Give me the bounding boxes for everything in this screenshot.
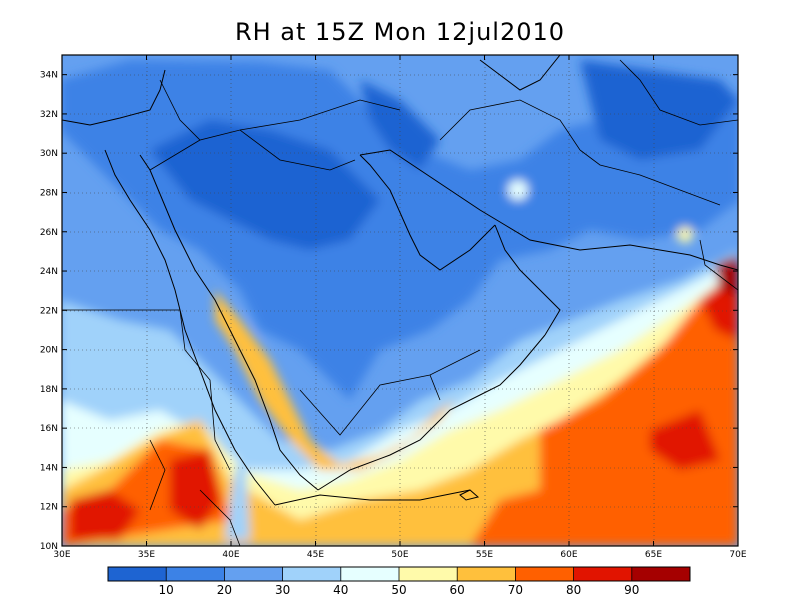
colorbar: 10 20 30 40 50 60 70 80 90 xyxy=(107,566,691,597)
gridlines xyxy=(62,55,738,546)
colorbar-label: 20 xyxy=(217,583,232,597)
lon-tick-label: 65E xyxy=(645,550,662,560)
rh-highland-dry xyxy=(225,450,250,540)
persian-gulf-coast xyxy=(359,154,496,271)
coastlines xyxy=(62,55,738,506)
gulf-of-aden-coast xyxy=(317,334,546,491)
colorbar-label: 90 xyxy=(624,583,639,597)
lat-tick-label: 10N xyxy=(40,542,58,552)
colorbar-swatch xyxy=(282,567,342,581)
colorbar-label: 60 xyxy=(450,583,465,597)
colorbar-swatch xyxy=(631,567,691,581)
colorbar-swatch xyxy=(166,567,225,581)
lat-tick-label: 32N xyxy=(40,110,58,120)
chart-title: RH at 15Z Mon 12jul2010 xyxy=(234,18,566,46)
lat-tick-label: 24N xyxy=(40,267,58,277)
rh-band-70-80 xyxy=(62,270,738,546)
somali-coast xyxy=(274,489,471,506)
rh-dry-spot xyxy=(508,180,528,200)
lon-tick-label: 70E xyxy=(729,550,746,560)
lat-tick-label: 14N xyxy=(40,463,58,473)
rh-dry-spot xyxy=(677,227,693,243)
lon-axis: 30E 35E 40E 45E 50E 55E 60E 65E 70E xyxy=(53,55,747,560)
mediterranean-coast xyxy=(62,69,166,126)
colorbar-swatch xyxy=(399,567,458,581)
colorbar-swatch xyxy=(515,567,575,581)
lat-tick-label: 18N xyxy=(40,385,58,395)
lat-tick-label: 16N xyxy=(40,424,58,434)
rh-band-0-10 xyxy=(150,60,738,250)
colorbar-label: 40 xyxy=(333,583,348,597)
lat-tick-label: 12N xyxy=(40,503,58,513)
rh-band-80-90 xyxy=(70,270,738,540)
iran-coast xyxy=(359,149,738,271)
rh-redsea-streak xyxy=(215,290,455,470)
lon-tick-label: 30E xyxy=(53,550,70,560)
lat-tick-label: 20N xyxy=(40,346,58,356)
lat-axis: 10N 12N 14N 16N 18N 20N 22N 24N 26N 28N 30N 32N 34N xyxy=(40,71,738,552)
colorbar-swatch xyxy=(573,567,633,581)
colorbar-label: 80 xyxy=(566,583,581,597)
lon-tick-label: 40E xyxy=(222,550,239,560)
colorbar-swatch xyxy=(224,567,284,581)
lon-tick-label: 35E xyxy=(138,550,155,560)
lat-tick-label: 34N xyxy=(40,71,58,81)
colorbar-label: 10 xyxy=(159,583,174,597)
colorbar-swatch xyxy=(457,567,516,581)
lon-tick-label: 60E xyxy=(560,550,577,560)
lat-tick-label: 30N xyxy=(40,149,58,159)
colorbar-swatch xyxy=(108,567,167,581)
lon-tick-label: 50E xyxy=(391,550,408,560)
red-sea-east-coast xyxy=(139,154,319,491)
colorbar-swatch xyxy=(340,567,400,581)
lon-tick-label: 45E xyxy=(307,550,324,560)
rh-field xyxy=(62,55,738,546)
lat-tick-label: 28N xyxy=(40,188,58,198)
island xyxy=(459,489,480,501)
colorbar-label: 50 xyxy=(391,583,406,597)
colorbar-label: 30 xyxy=(275,583,290,597)
oman-coast xyxy=(494,224,561,336)
lat-tick-label: 22N xyxy=(40,306,58,316)
lon-tick-label: 55E xyxy=(476,550,493,560)
colorbar-label: 70 xyxy=(508,583,523,597)
caspian-coast xyxy=(479,55,561,91)
lat-tick-label: 26N xyxy=(40,228,58,238)
borders xyxy=(62,59,738,546)
